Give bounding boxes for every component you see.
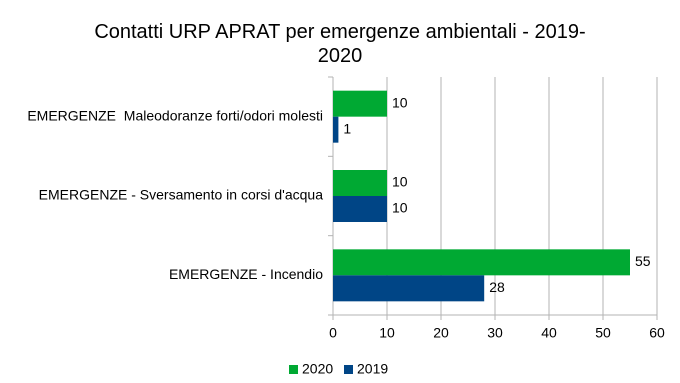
y-tick-label: EMERGENZE - Sversamento in corsi d'acqua (39, 187, 324, 203)
bar (333, 275, 485, 302)
bar (333, 116, 339, 143)
x-tick-label: 40 (541, 325, 557, 341)
bar (333, 196, 387, 222)
x-tick-label: 10 (379, 325, 395, 341)
chart-title: Contatti URP APRAT per emergenze ambient… (94, 21, 586, 67)
legend-label: 2019 (357, 361, 388, 377)
y-tick-label: EMERGENZE Maleodoranze forti/odori moles… (27, 107, 323, 123)
y-tick-label: EMERGENZE - Incendio (169, 266, 323, 282)
x-tick-label: 20 (433, 325, 449, 341)
legend-swatch (289, 365, 298, 374)
legend-swatch (344, 365, 353, 374)
bar (333, 170, 387, 196)
data-label: 55 (635, 253, 651, 269)
data-label: 10 (392, 174, 408, 190)
x-tick-label: 30 (487, 325, 503, 341)
x-tick-label: 0 (329, 325, 337, 341)
data-label: 28 (489, 279, 505, 295)
bar (333, 249, 630, 276)
legend-label: 2020 (302, 361, 333, 377)
data-label: 1 (343, 120, 351, 136)
x-tick-label: 50 (595, 325, 611, 341)
bar (333, 90, 387, 117)
x-tick-label: 60 (649, 325, 665, 341)
data-label: 10 (392, 94, 408, 110)
data-label: 10 (392, 200, 408, 216)
